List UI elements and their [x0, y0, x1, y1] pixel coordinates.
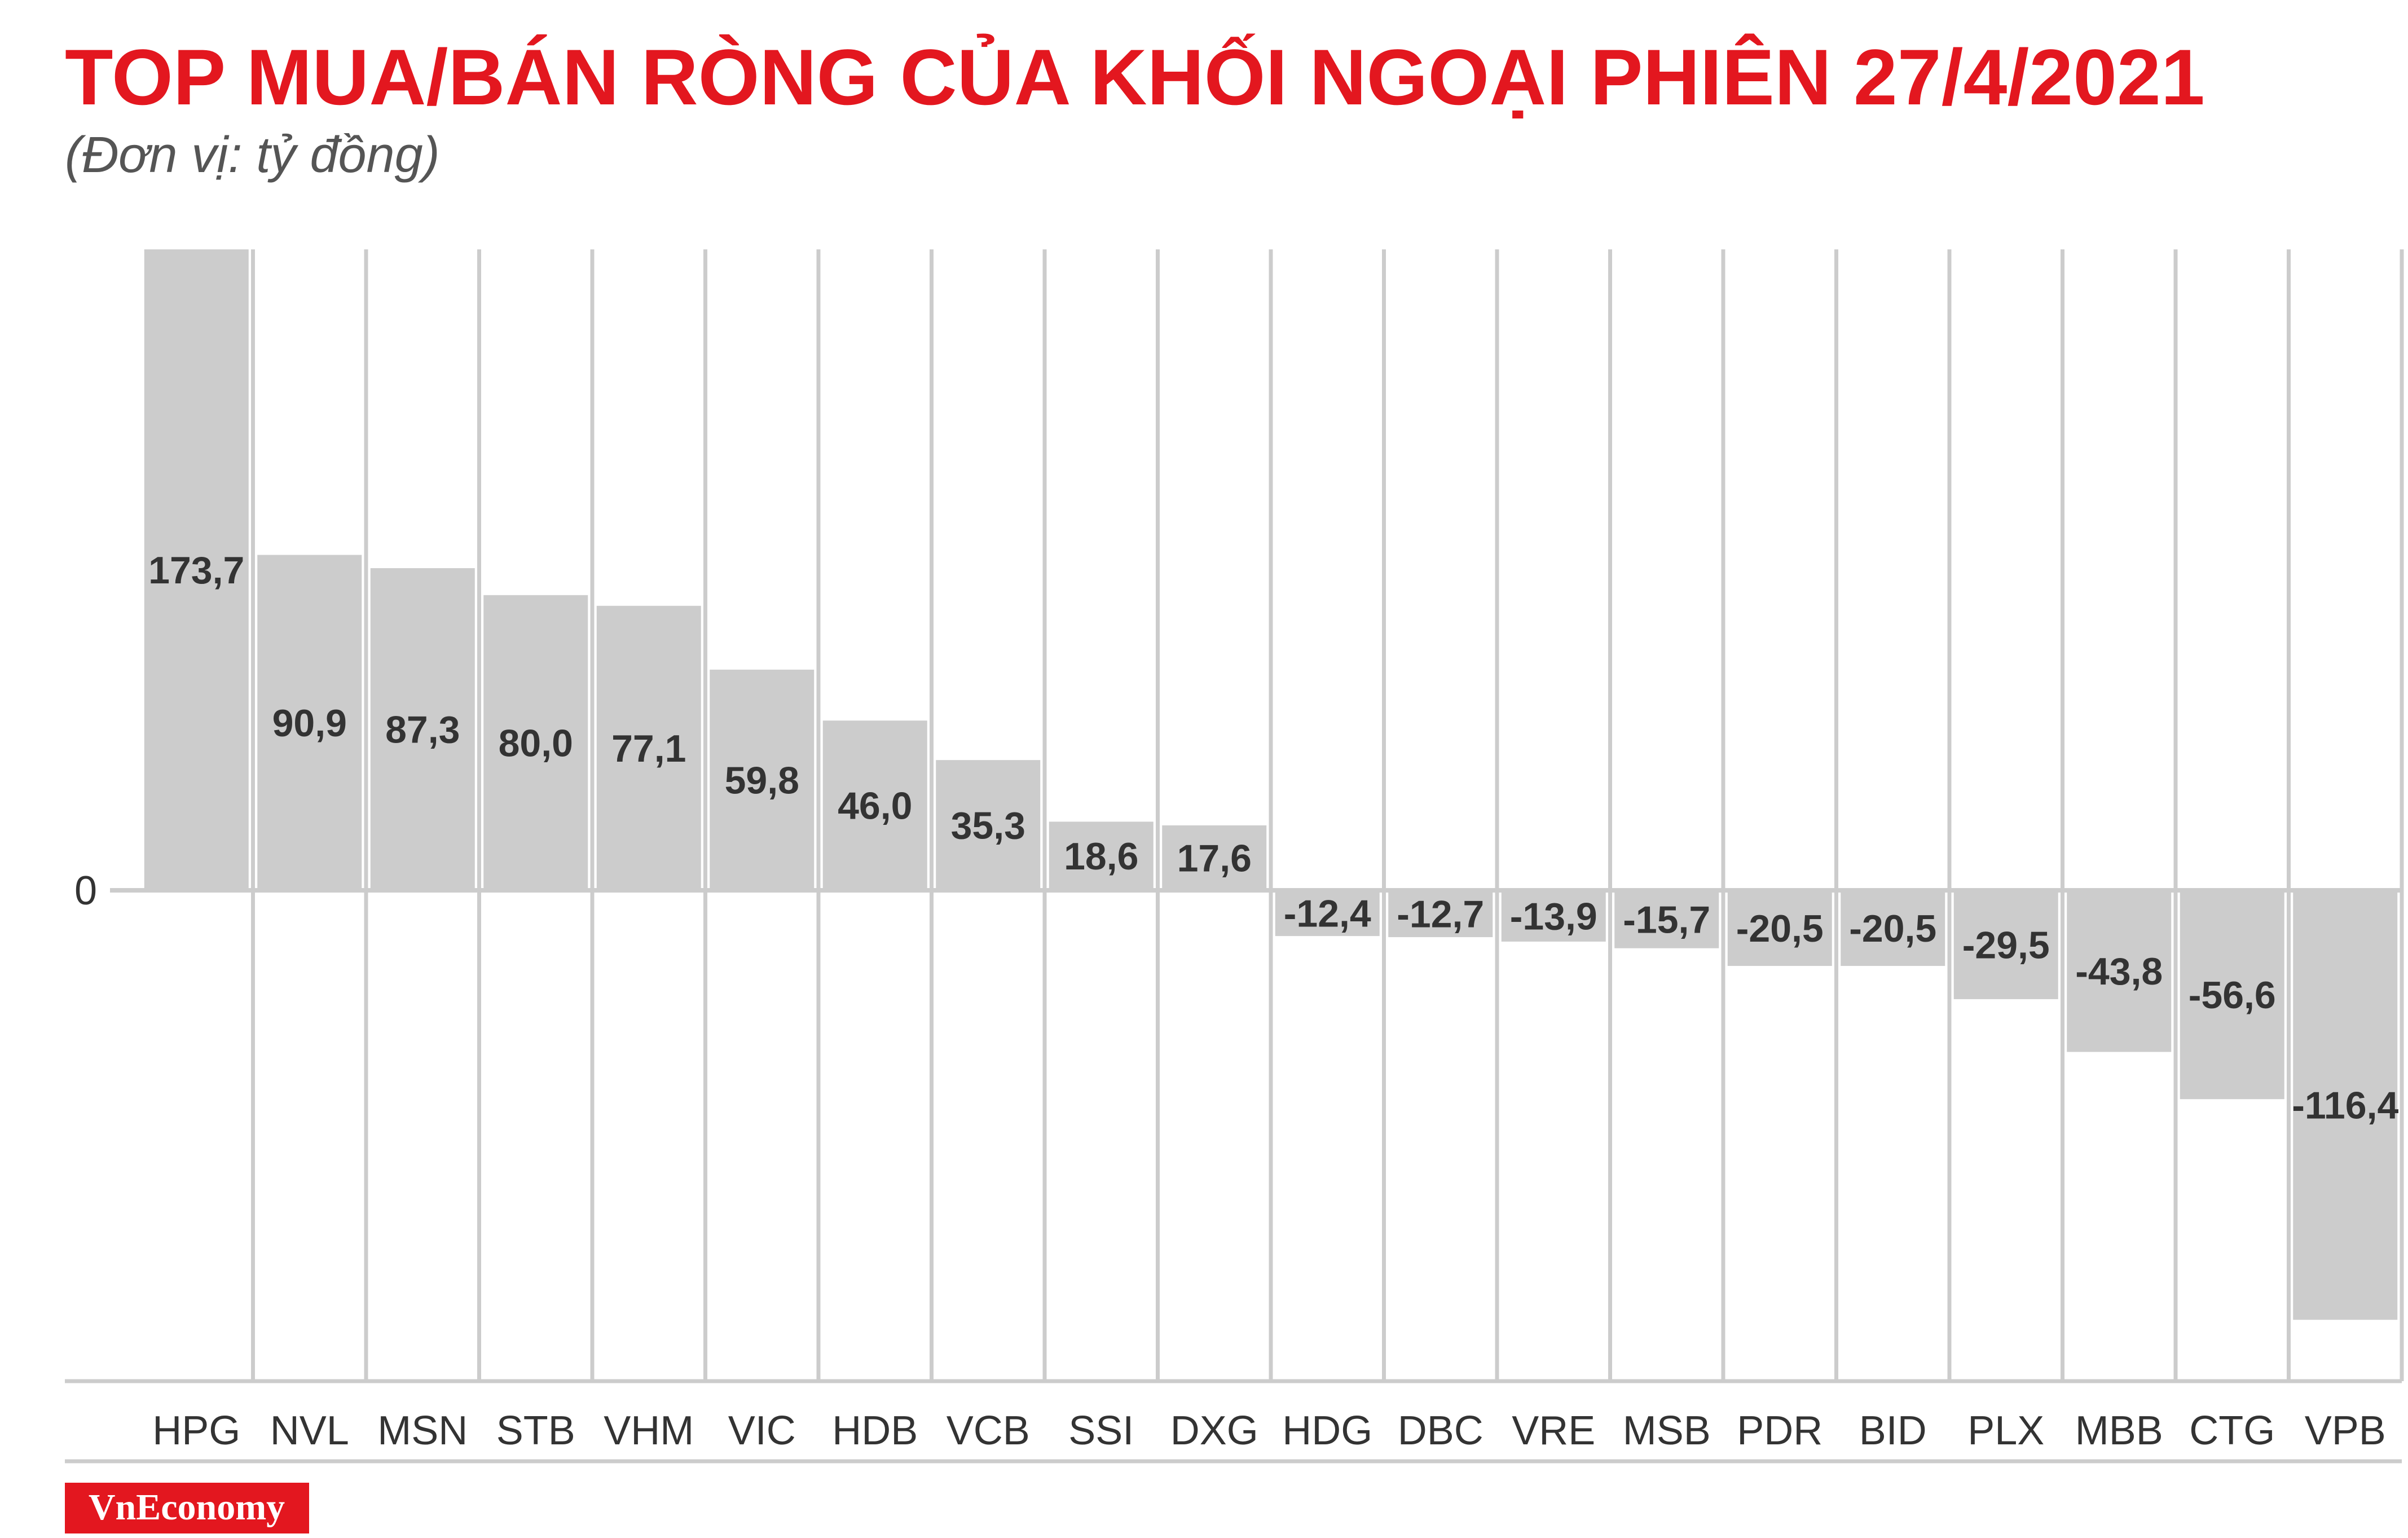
- data-label: 77,1: [611, 727, 686, 770]
- x-tick-label: HDB: [832, 1408, 918, 1453]
- x-tick-label: STB: [496, 1408, 575, 1453]
- x-tick-label: DBC: [1398, 1408, 1483, 1453]
- x-tick-label: PLX: [1967, 1408, 2044, 1453]
- bar-msn: [370, 568, 475, 890]
- data-label: -56,6: [2189, 974, 2276, 1017]
- bar-ssi: [1049, 821, 1154, 890]
- data-label: -20,5: [1849, 907, 1936, 950]
- data-label: -13,9: [1510, 895, 1597, 938]
- data-label: -43,8: [2075, 950, 2163, 993]
- data-label: 35,3: [951, 805, 1025, 847]
- x-tick-label: VPB: [2305, 1408, 2386, 1453]
- bar-vic: [710, 669, 815, 890]
- data-label: -116,4: [2292, 1084, 2398, 1127]
- axes: 0: [65, 868, 2402, 1464]
- data-label: -20,5: [1736, 907, 1824, 950]
- data-labels: 173,7 90,9 87,3 80,0 77,1 59,8 46,0 35,3 18,6 17,…: [148, 549, 2398, 1127]
- bar-mbb: [2067, 890, 2172, 1052]
- data-label: 18,6: [1064, 835, 1138, 878]
- bar-vcb: [936, 760, 1041, 890]
- data-label: 87,3: [385, 709, 460, 752]
- x-tick-label: HPG: [152, 1408, 240, 1453]
- data-label: -15,7: [1623, 898, 1710, 941]
- bar-vpb: [2293, 890, 2398, 1320]
- data-label: -12,4: [1284, 893, 1371, 935]
- x-tick-label: DXG: [1170, 1408, 1258, 1453]
- brand-logo-box: [65, 1483, 309, 1533]
- brand-logo-text: VnEconomy: [89, 1487, 285, 1528]
- bar-msb: [1614, 890, 1719, 948]
- data-label: 46,0: [838, 785, 912, 828]
- bar-hpg: [144, 249, 249, 890]
- chart-subtitle: (Đơn vị: tỷ đồng): [65, 127, 440, 183]
- x-tick-label: BID: [1859, 1408, 1927, 1453]
- data-label: -12,7: [1397, 893, 1484, 936]
- x-tick-label: PDR: [1737, 1408, 1822, 1453]
- bar-plx: [1953, 890, 2058, 999]
- bar-vhm: [596, 605, 701, 890]
- x-tick-label: VHM: [604, 1408, 694, 1453]
- data-label: 59,8: [725, 759, 799, 802]
- bar-hdb: [822, 720, 927, 890]
- brand-logo: VnEconomy: [65, 1483, 309, 1533]
- x-tick-label: VRE: [1512, 1408, 1595, 1453]
- bar-stb: [483, 595, 588, 890]
- x-tick-label: MBB: [2075, 1408, 2163, 1453]
- bar-dbc: [1388, 890, 1493, 938]
- bars: [144, 249, 2398, 1320]
- x-tick-label: VCB: [947, 1408, 1030, 1453]
- x-tick-label: VIC: [728, 1408, 796, 1453]
- data-label: -29,5: [1962, 924, 2050, 966]
- bar-dxg: [1162, 825, 1267, 890]
- bar-bid: [1841, 890, 1945, 966]
- bar-nvl: [257, 555, 362, 890]
- x-tick-label: CTG: [2189, 1408, 2275, 1453]
- data-label: 173,7: [148, 549, 244, 592]
- x-tick-label: MSN: [377, 1408, 468, 1453]
- bar-pdr: [1727, 890, 1832, 966]
- data-label: 80,0: [499, 722, 573, 764]
- x-tick-label: MSB: [1623, 1408, 1711, 1453]
- gridlines: [251, 249, 2404, 1381]
- data-label: 90,9: [272, 702, 347, 745]
- bar-vre: [1501, 890, 1606, 942]
- y-tick-label: 0: [74, 868, 97, 913]
- chart-title: TOP MUA/BÁN RÒNG CỦA KHỐI NGOẠI PHIÊN 27…: [65, 33, 2205, 121]
- x-tick-label: HDG: [1282, 1408, 1372, 1453]
- bar-ctg: [2180, 890, 2284, 1100]
- x-tick-label: SSI: [1068, 1408, 1134, 1453]
- x-tick-labels: HPG NVL MSN STB VHM VIC HDB VCB SSI DXG HDG DBC VRE M…: [152, 1408, 2386, 1453]
- data-label: 17,6: [1177, 837, 1252, 880]
- bar-hdg: [1275, 890, 1380, 937]
- x-tick-label: NVL: [270, 1408, 349, 1453]
